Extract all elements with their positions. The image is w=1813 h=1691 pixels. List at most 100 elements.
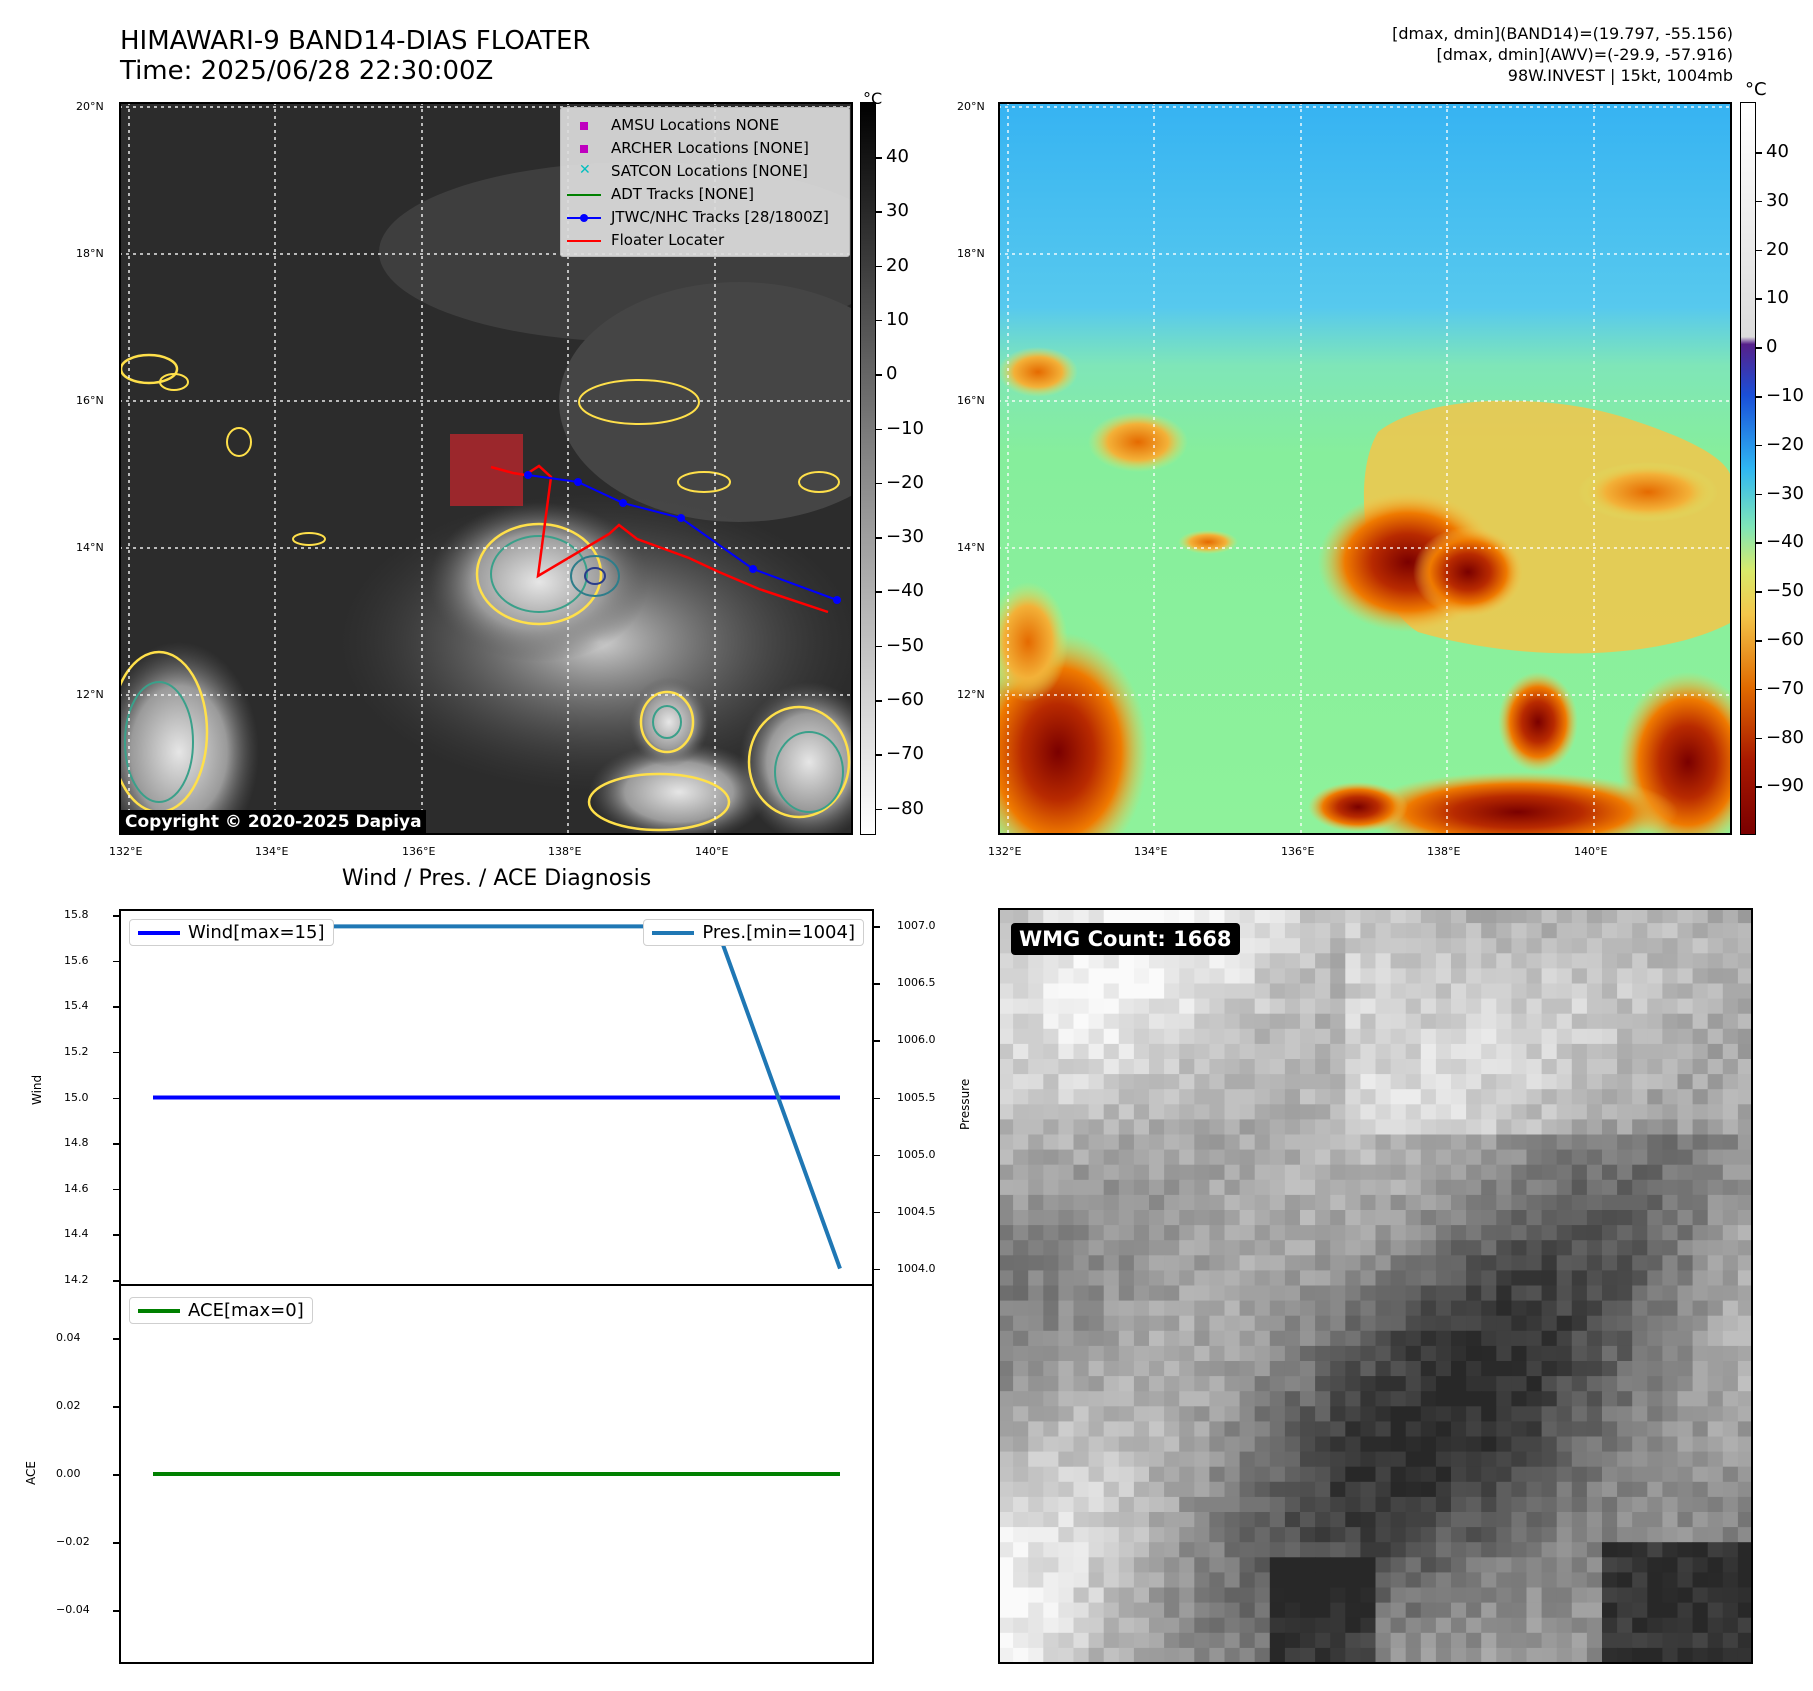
right-colorbar-tick: −40 [1766,531,1804,553]
colorbar-tick-mark [1756,444,1762,447]
lat-tick-label: 18°N [957,247,985,260]
left-colorbar-tick: −70 [886,743,924,765]
right-colorbar-tick: 10 [1766,287,1789,309]
colorbar-tick-mark [1756,200,1762,203]
wind-tick-mark [113,1280,119,1282]
legend-marker-icon [567,211,601,225]
pressure-tick-label: 1006.0 [897,1033,936,1047]
pressure-tick-mark [874,1040,880,1042]
legend-label: Floater Locater [611,231,725,249]
right-colorbar-tick: −10 [1766,385,1804,406]
left-colorbar-tick: −80 [886,797,924,819]
lat-tick-label: 20°N [76,100,104,113]
lat-tick-label: 20°N [957,100,985,113]
wind-tick-mark [113,1051,119,1054]
pressure-tick-label: 1006.5 [897,976,936,990]
lon-tick-label: 136°E [402,845,436,858]
right-colorbar [1740,102,1756,835]
awv-map-frame [998,102,1732,835]
wind-tick-label: 14.4 [64,1227,89,1241]
lat-tick-label: 12°N [76,688,104,701]
right-colorbar-tick: 30 [1766,189,1789,211]
colorbar-tick-mark [1756,298,1762,300]
lon-tick-label: 140°E [1574,845,1608,858]
colorbar-tick-mark [876,265,882,268]
pressure-tick-mark [874,1268,880,1271]
legend-label: JTWC/NHC Tracks [28/1800Z] [611,208,829,226]
right-colorbar-tick: −60 [1766,629,1804,650]
map-legend: AMSU Locations NONE ARCHER Locations [NON… [560,107,850,257]
awv-map [968,102,1758,872]
wind-tick-mark [113,1143,119,1145]
left-colorbar-tick: −50 [886,634,924,656]
ace-legend-label: ACE[max=0] [188,1300,304,1321]
diagnosis-panel: Wind[max=15] Pres.[min=1004] ACE[max=0] [119,909,874,1665]
awv-range: [dmax, dmin](AWV)=(-29.9, -57.916) [1436,45,1733,64]
colorbar-tick-mark [1756,249,1762,252]
wmg-panel: WMG Count: 1668 [998,908,1754,1664]
ace-legend: ACE[max=0] [129,1297,313,1324]
diagnosis-title: Wind / Pres. / ACE Diagnosis [341,866,652,891]
lon-tick-label: 134°E [255,845,289,858]
left-colorbar-tick: −20 [886,471,924,493]
left-colorbar-tick: 30 [886,200,909,222]
colorbar-tick-mark [876,808,882,811]
lon-tick-label: 140°E [695,845,729,858]
ace-tick-label: −0.02 [56,1535,90,1548]
colorbar-tick-mark [876,428,882,430]
pressure-legend: Pres.[min=1004] [643,919,864,946]
lat-tick-label: 18°N [76,247,104,260]
ace-tick-mark [113,1406,119,1408]
right-colorbar-unit: °C [1745,79,1767,100]
ace-tick-label: 0.04 [56,1331,81,1344]
wmg-count-label: WMG Count: 1668 [1011,923,1240,955]
pressure-tick-label: 1004.0 [897,1261,936,1275]
right-colorbar-tick: −70 [1766,677,1804,699]
left-colorbar-tick: −10 [886,417,924,439]
ace-axis-label: ACE [24,1461,38,1485]
lon-tick-label: 132°E [988,845,1022,858]
ace-tick-mark [113,1474,119,1476]
legend-item: JTWC/NHC Tracks [28/1800Z] [567,208,829,226]
band14-range: [dmax, dmin](BAND14)=(19.797, -55.156) [1392,24,1733,43]
left-colorbar [860,102,876,835]
wind-tick-label: 15.6 [64,953,89,967]
colorbar-tick-mark [876,754,882,756]
legend-item: AMSU Locations NONE [567,116,779,134]
legend-marker-icon: ✕ [579,161,591,178]
colorbar-tick-mark [1756,493,1762,496]
colorbar-tick-mark [1756,737,1762,740]
ace-tick-label: 0.00 [56,1467,81,1480]
legend-label: ARCHER Locations [NONE] [611,139,809,157]
wind-tick-mark [113,1097,119,1099]
right-colorbar-tick: 0 [1766,336,1778,358]
wind-tick-mark [113,960,119,963]
colorbar-tick-mark [876,157,882,159]
copyright-label: Copyright © 2020-2025 Dapiya [121,810,426,834]
ace-tick-mark [113,1610,119,1612]
lat-tick-label: 16°N [76,394,104,407]
wind-tick-label: 14.6 [64,1181,89,1195]
legend-marker-icon [567,142,601,156]
colorbar-tick-mark [876,211,882,213]
wind-tick-label: 14.8 [64,1136,89,1150]
colorbar-tick-mark [1756,640,1762,642]
lat-tick-label: 14°N [76,541,104,554]
pressure-tick-label: 1004.5 [897,1204,936,1218]
colorbar-tick-mark [1756,542,1762,544]
left-colorbar-tick: 0 [886,363,898,385]
legend-item: ADT Tracks [NONE] [567,185,754,203]
wind-tick-label: 15.4 [64,999,89,1013]
band14-map-frame [119,102,853,835]
lat-tick-label: 16°N [957,394,985,407]
lon-tick-label: 132°E [109,845,143,858]
colorbar-tick-mark [1756,688,1762,691]
colorbar-tick-mark [1756,347,1762,349]
wmg-frame [998,908,1753,1664]
lat-tick-label: 14°N [957,541,985,554]
colorbar-tick-mark [876,645,882,648]
wind-legend-swatch [138,931,180,935]
right-colorbar-tick: −50 [1766,580,1804,602]
colorbar-tick-mark [1756,591,1762,593]
pressure-tick-label: 1005.0 [897,1147,936,1161]
